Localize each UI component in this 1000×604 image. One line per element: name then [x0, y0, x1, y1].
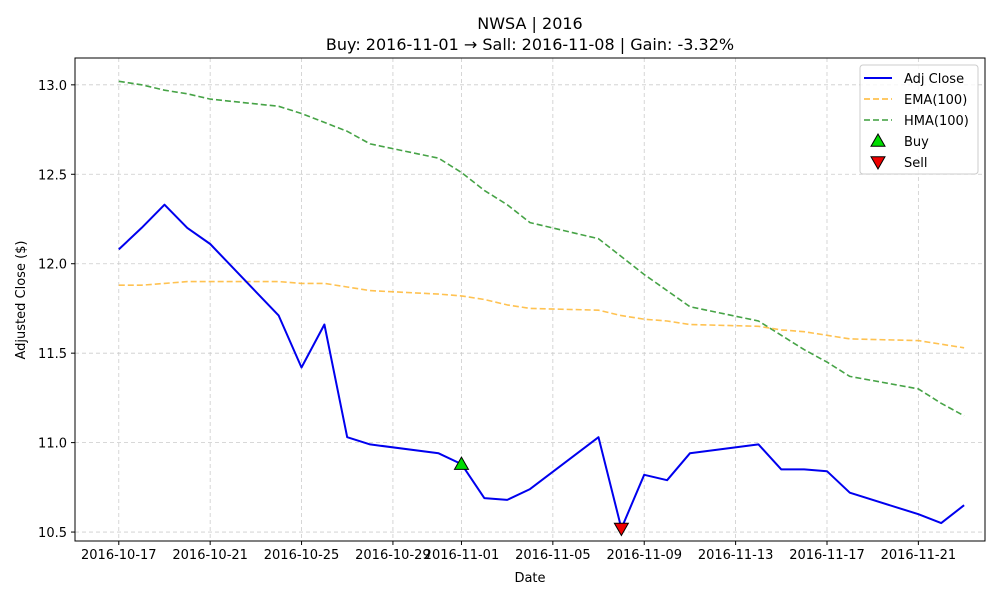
x-tick-label: 2016-10-17 [81, 548, 157, 563]
x-tick-label: 2016-10-29 [355, 548, 431, 563]
series-line-hma-100 [118, 80, 965, 417]
y-axis-label: Adjusted Close ($) [14, 241, 29, 360]
y-tick-label: 12.5 [38, 168, 67, 183]
x-tick-label: 2016-11-09 [606, 548, 682, 563]
legend: Adj Close EMA(100) HMA(100) Buy Sell [859, 64, 979, 175]
buy-marker [453, 456, 470, 470]
sell-marker [613, 522, 630, 537]
series-line-ema-100 [118, 280, 965, 349]
series-line-adj-close [118, 203, 965, 530]
axis-ticks: 2016-10-17 2016-10-21 2016-10-25 2016-10-29… [38, 79, 956, 563]
legend-swatch [870, 156, 886, 171]
legend-label: EMA(100) [904, 93, 967, 108]
y-tick-label: 10.5 [38, 526, 67, 541]
x-tick-label: 2016-10-25 [264, 548, 340, 563]
chart-title: NWSA | 2016 [477, 14, 582, 33]
x-tick-label: 2016-11-21 [881, 548, 957, 563]
y-tick-label: 11.0 [38, 437, 67, 452]
legend-label: Buy [904, 135, 929, 150]
y-tick-label: 12.0 [38, 258, 67, 273]
x-tick-label: 2016-11-17 [789, 548, 865, 563]
plot-frame [74, 57, 986, 542]
legend-label: HMA(100) [904, 114, 969, 129]
y-tick-label: 13.0 [38, 79, 67, 94]
y-tick-label: 11.5 [38, 347, 67, 362]
chart-subtitle: Buy: 2016-11-01 → Sall: 2016-11-08 | Gai… [326, 35, 734, 54]
grid-lines [75, 58, 985, 541]
x-tick-label: 2016-11-01 [424, 548, 500, 563]
x-tick-label: 2016-10-21 [172, 548, 248, 563]
legend-swatch [870, 132, 886, 147]
trade-markers [453, 456, 630, 537]
x-axis-label: Date [514, 571, 545, 586]
series-lines [118, 80, 965, 530]
legend-box [859, 64, 979, 175]
legend-label: Adj Close [904, 72, 964, 87]
legend-label: Sell [904, 156, 927, 171]
x-tick-label: 2016-11-13 [698, 548, 774, 563]
x-tick-label: 2016-11-05 [515, 548, 591, 563]
